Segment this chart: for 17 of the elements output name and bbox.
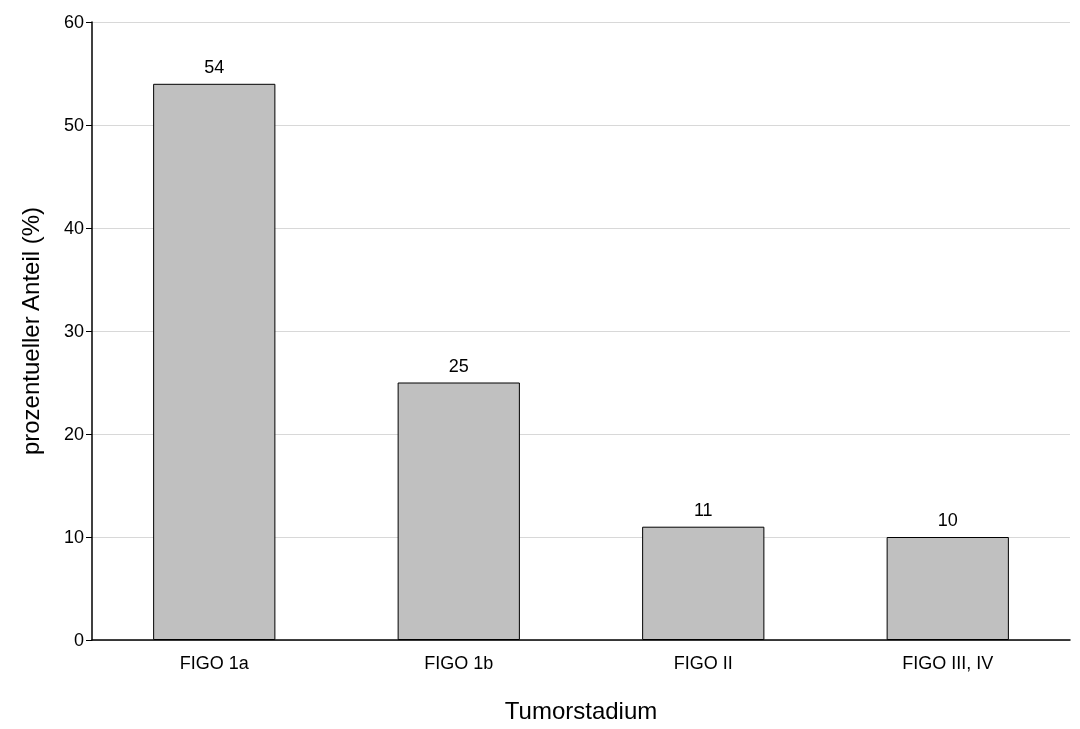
y-tick-label: 0	[73, 630, 84, 650]
x-tick-label: FIGO 1a	[179, 653, 250, 673]
y-tick-label: 50	[63, 115, 84, 135]
x-tick-label: FIGO II	[673, 653, 733, 673]
data-label: 25	[448, 355, 469, 376]
x-tick-label: FIGO 1b	[424, 653, 494, 673]
y-tick-label: 40	[63, 218, 84, 238]
data-label: 11	[693, 499, 713, 520]
data-label: 10	[937, 510, 958, 530]
y-tick-label: 20	[63, 424, 84, 444]
x-axis-title: Tumorstadium	[504, 696, 658, 724]
y-tick-label: 10	[63, 527, 84, 547]
data-label: 54	[204, 56, 225, 77]
y-axis-title: prozentueller Anteil (%)	[16, 206, 44, 456]
y-tick-label: 30	[63, 321, 84, 341]
x-tick-label: FIGO III, IV	[902, 653, 994, 673]
y-tick-label: 60	[63, 12, 84, 32]
